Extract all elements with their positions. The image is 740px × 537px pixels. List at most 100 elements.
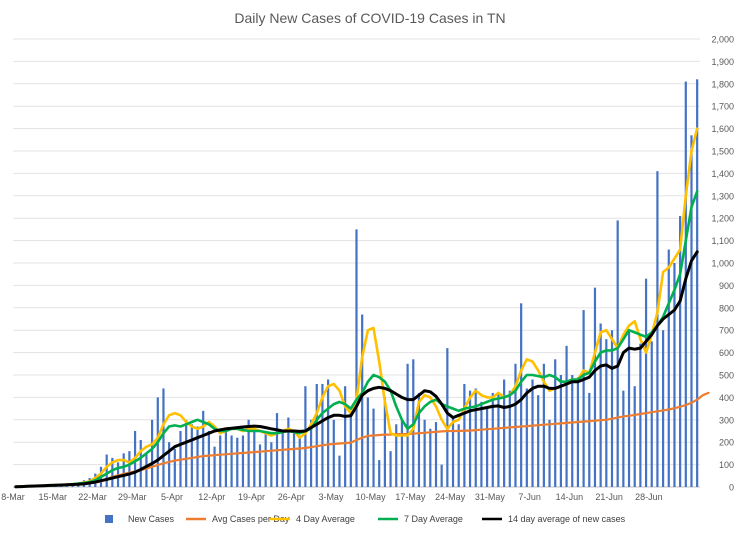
bar (372, 408, 375, 487)
line-14-day-average-of-new-cases (14, 250, 699, 489)
bar (497, 392, 500, 487)
x-tick-label: 3-May (318, 492, 344, 502)
y-tick-label: 400 (719, 393, 734, 403)
bar (338, 455, 341, 487)
x-tick-label: 15-Mar (38, 492, 67, 502)
y-tick-label: 900 (719, 281, 734, 291)
bar (128, 451, 131, 487)
bar (491, 392, 494, 487)
y-tick-label: 100 (719, 460, 734, 470)
bar (525, 388, 528, 487)
bar (258, 444, 262, 487)
bar (565, 345, 568, 487)
y-tick-label: 1,200 (711, 214, 734, 224)
legend-swatch (105, 515, 113, 523)
bar (480, 401, 483, 487)
bar (508, 390, 511, 487)
bar (610, 330, 614, 487)
x-tick-label: 19-Apr (238, 492, 265, 502)
bar (656, 171, 659, 487)
bar (696, 79, 699, 487)
bar (474, 388, 477, 487)
bar (661, 330, 665, 487)
bar (122, 453, 125, 487)
bar (264, 433, 267, 487)
x-tick-label: 26-Apr (278, 492, 305, 502)
bar (559, 375, 562, 487)
y-tick-label: 700 (719, 326, 734, 336)
bar (224, 428, 228, 487)
bar (627, 330, 631, 487)
y-axis: 0 100 200 300 400 500 600 700 800 900 1,000 1,100 1,… (711, 35, 734, 493)
bar (139, 439, 142, 487)
bar (202, 410, 205, 487)
y-tick-label: 1,100 (711, 236, 734, 246)
bar (434, 422, 438, 487)
x-tick-label: 22-Mar (78, 492, 107, 502)
y-tick-label: 2,000 (711, 35, 734, 45)
bar (327, 379, 330, 487)
y-tick-label: 1,400 (711, 169, 734, 179)
bar (173, 448, 176, 487)
legend-label: 7 Day Average (404, 514, 463, 524)
bar (366, 397, 369, 487)
legend-label: Avg Cases per Day (212, 514, 290, 524)
bar (588, 392, 591, 487)
bar (644, 278, 648, 487)
bar (537, 395, 540, 487)
bar (582, 310, 585, 487)
bar (332, 419, 335, 487)
bar (690, 135, 693, 487)
y-tick-label: 1,300 (711, 191, 734, 201)
x-tick-label: 31-May (475, 492, 506, 502)
legend-label: 4 Day Average (296, 514, 355, 524)
legend-label: 14 day average of new cases (508, 514, 626, 524)
bar (344, 386, 347, 487)
bar (185, 419, 188, 487)
bar-series-new-cases (20, 79, 699, 487)
x-tick-label: 17-May (395, 492, 426, 502)
bar (440, 464, 443, 487)
bar (298, 435, 301, 487)
bar (605, 339, 608, 487)
bar (622, 390, 625, 487)
y-tick-label: 1,000 (711, 259, 734, 269)
bar (281, 431, 284, 487)
x-tick-label: 29-Mar (118, 492, 147, 502)
x-tick-label: 21-Jun (595, 492, 623, 502)
x-tick-label: 7-Jun (518, 492, 541, 502)
x-axis: 8-Mar 15-Mar 22-Mar 29-Mar 5-Apr 12-Apr 19-Apr… (1, 492, 662, 502)
x-tick-label: 28-Jun (635, 492, 663, 502)
bar (349, 413, 352, 487)
bar (292, 433, 296, 487)
bar (673, 263, 676, 487)
bar (162, 388, 165, 487)
legend-label: New Cases (128, 514, 175, 524)
x-tick-label: 24-May (435, 492, 466, 502)
bar (639, 343, 642, 487)
bar (468, 390, 472, 487)
bar (253, 431, 256, 487)
bar (463, 383, 466, 487)
bar (190, 424, 193, 487)
bar (485, 408, 489, 487)
y-tick-label: 600 (719, 348, 734, 358)
bar (219, 435, 222, 487)
bar (406, 363, 409, 487)
x-tick-label: 10-May (356, 492, 387, 502)
y-tick-label: 1,700 (711, 102, 734, 112)
bar (270, 442, 273, 487)
bar (395, 424, 398, 487)
bar (304, 386, 307, 487)
bar (650, 341, 653, 487)
y-tick-label: 800 (719, 303, 734, 313)
x-tick-label: 8-Mar (1, 492, 25, 502)
bar (309, 419, 313, 487)
bar (429, 428, 432, 487)
bar (105, 454, 108, 487)
y-tick-label: 500 (719, 371, 734, 381)
bar (593, 287, 597, 487)
bar (531, 379, 534, 487)
